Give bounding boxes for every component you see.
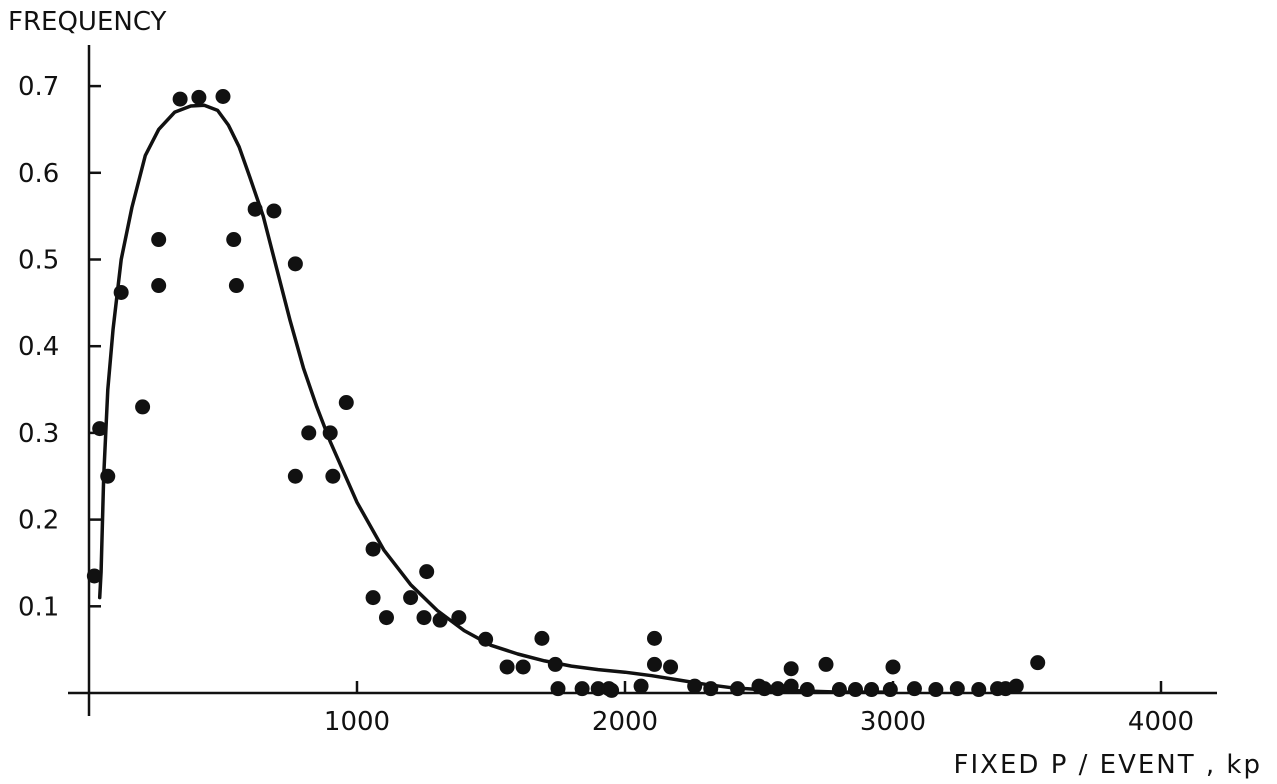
data-point	[100, 468, 116, 484]
data-point	[419, 564, 435, 580]
data-point	[604, 682, 620, 698]
y-tick-label: 0.3	[18, 419, 59, 449]
data-point	[228, 278, 244, 294]
points-layer	[86, 89, 1046, 698]
data-point	[287, 256, 303, 272]
data-point	[416, 610, 432, 626]
x-tick-label: 2000	[592, 707, 658, 737]
data-point	[172, 91, 188, 107]
data-point	[322, 425, 338, 441]
x-tick-label: 3000	[860, 707, 926, 737]
data-point	[663, 659, 679, 675]
x-tick-label: 1000	[324, 707, 390, 737]
data-point	[287, 468, 303, 484]
data-point	[365, 590, 381, 606]
data-point	[451, 610, 467, 626]
data-point	[885, 659, 901, 675]
data-point	[756, 681, 772, 697]
data-point	[847, 682, 863, 698]
data-point	[534, 630, 550, 646]
x-tick-label: 4000	[1128, 707, 1194, 737]
y-tick-label: 0.6	[18, 159, 59, 189]
data-point	[864, 682, 880, 698]
data-point	[906, 681, 922, 697]
data-point	[730, 681, 746, 697]
data-point	[86, 568, 102, 584]
data-point	[547, 656, 563, 672]
data-point	[338, 395, 354, 411]
y-tick-label: 0.4	[18, 332, 59, 362]
data-point	[432, 612, 448, 628]
x-axis-label: FIXED P / EVENT , kp	[954, 750, 1262, 780]
data-point	[1030, 655, 1046, 671]
data-point	[215, 89, 231, 105]
data-point	[378, 610, 394, 626]
data-point	[247, 201, 263, 217]
fitted-curve	[97, 103, 895, 694]
data-point	[831, 682, 847, 698]
data-point	[928, 682, 944, 698]
data-point	[574, 681, 590, 697]
data-point	[1008, 678, 1024, 694]
y-tick-label: 0.2	[18, 506, 59, 536]
data-point	[266, 203, 282, 219]
data-point	[646, 656, 662, 672]
data-point	[403, 590, 419, 606]
data-point	[226, 232, 242, 248]
axes: 0.1 0.2 0.3 0.4 0.5 0.6 0.7 1000 2000 3000 4000	[18, 45, 1217, 737]
data-point	[783, 661, 799, 677]
data-point	[770, 681, 786, 697]
data-point	[783, 678, 799, 694]
data-point	[818, 656, 834, 672]
data-point	[590, 681, 606, 697]
data-point	[971, 682, 987, 698]
y-axis-label: FREQUENCY	[8, 7, 167, 37]
data-point	[499, 659, 515, 675]
data-point	[301, 425, 317, 441]
data-point	[703, 681, 719, 697]
data-point	[646, 630, 662, 646]
data-point	[365, 541, 381, 557]
y-tick-label: 0.1	[18, 592, 59, 622]
data-point	[799, 682, 815, 698]
curve-layer	[97, 103, 895, 694]
data-point	[191, 89, 207, 105]
data-point	[135, 399, 151, 415]
data-point	[151, 232, 167, 248]
data-point	[515, 659, 531, 675]
data-point	[633, 678, 649, 694]
data-point	[92, 421, 108, 437]
data-point	[113, 284, 129, 300]
data-point	[325, 468, 341, 484]
y-tick-label: 0.5	[18, 246, 59, 276]
data-point	[550, 681, 566, 697]
data-point	[687, 678, 703, 694]
data-point	[478, 631, 494, 647]
y-tick-label: 0.7	[18, 72, 59, 102]
data-point	[882, 682, 898, 698]
data-point	[949, 681, 965, 697]
data-point	[151, 278, 167, 294]
